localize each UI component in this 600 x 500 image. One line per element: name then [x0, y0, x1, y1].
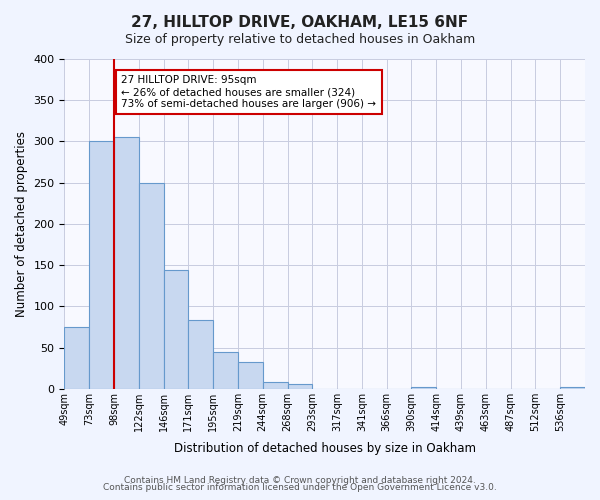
Bar: [213, 352, 238, 388]
Bar: [114, 138, 139, 388]
Bar: [188, 320, 213, 388]
Bar: [560, 387, 585, 388]
Bar: [238, 362, 263, 388]
Bar: [263, 382, 287, 388]
X-axis label: Distribution of detached houses by size in Oakham: Distribution of detached houses by size …: [174, 442, 476, 455]
Text: 27 HILLTOP DRIVE: 95sqm
← 26% of detached houses are smaller (324)
73% of semi-d: 27 HILLTOP DRIVE: 95sqm ← 26% of detache…: [121, 76, 376, 108]
Text: Contains HM Land Registry data © Crown copyright and database right 2024.: Contains HM Land Registry data © Crown c…: [124, 476, 476, 485]
Bar: [287, 384, 313, 388]
Text: 27, HILLTOP DRIVE, OAKHAM, LE15 6NF: 27, HILLTOP DRIVE, OAKHAM, LE15 6NF: [131, 15, 469, 30]
Text: Size of property relative to detached houses in Oakham: Size of property relative to detached ho…: [125, 32, 475, 46]
Bar: [164, 270, 188, 388]
Bar: [89, 142, 114, 388]
Bar: [412, 387, 436, 388]
Bar: [64, 327, 89, 388]
Y-axis label: Number of detached properties: Number of detached properties: [15, 131, 28, 317]
Text: Contains public sector information licensed under the Open Government Licence v3: Contains public sector information licen…: [103, 484, 497, 492]
Bar: [139, 182, 164, 388]
